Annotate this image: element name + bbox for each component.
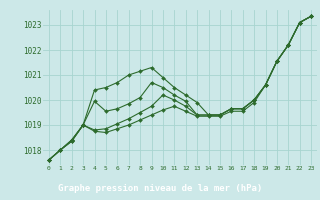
Text: Graphe pression niveau de la mer (hPa): Graphe pression niveau de la mer (hPa) bbox=[58, 184, 262, 193]
